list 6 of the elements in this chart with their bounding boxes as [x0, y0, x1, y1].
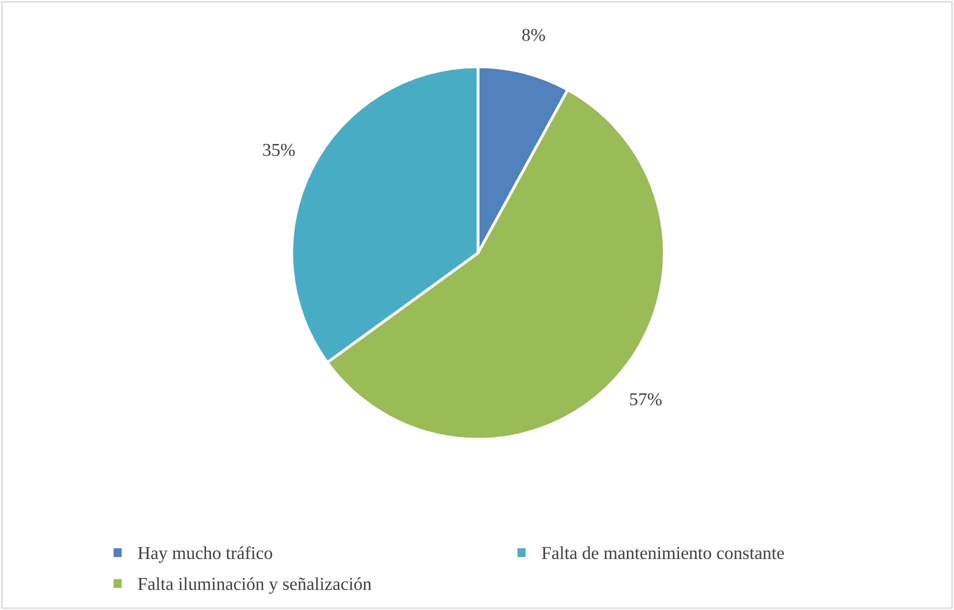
- data-label: 8%: [522, 28, 546, 42]
- legend-label: Falta iluminación y señalización: [138, 577, 372, 594]
- data-label: 57%: [630, 393, 662, 406]
- legend-label: Falta de mantenimiento constante: [542, 546, 784, 560]
- data-label: 35%: [263, 144, 295, 156]
- legend-label: Hay mucho tráfico: [138, 546, 272, 563]
